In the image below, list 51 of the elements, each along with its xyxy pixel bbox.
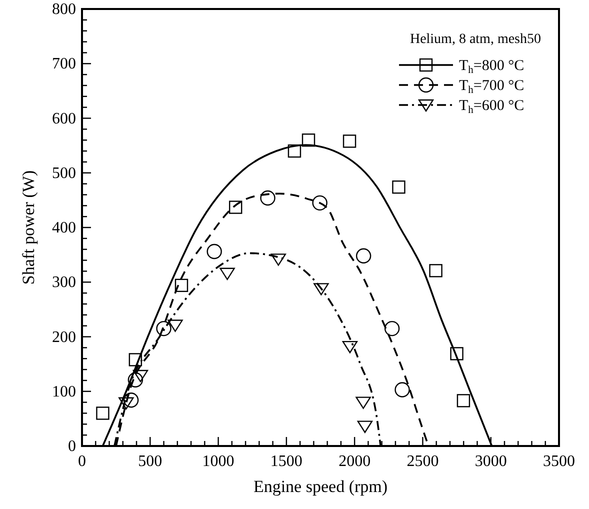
point: [168, 320, 183, 332]
point: [260, 190, 276, 206]
y-tick-label: 700: [52, 56, 76, 73]
y-tick-label: 100: [52, 383, 76, 400]
point: [174, 278, 188, 292]
y-tick-label: 400: [52, 220, 76, 236]
point: [356, 248, 372, 264]
point: [128, 353, 142, 366]
y-tick-label: 200: [52, 328, 76, 346]
legend-label: T$_{h}$=600 °C: [459, 98, 524, 116]
y-tick-label: 800: [52, 1, 76, 18]
point: [302, 134, 316, 147]
x-tick-label: 2500: [406, 453, 439, 470]
point: [206, 244, 222, 260]
point: [128, 372, 144, 388]
legend-label: T$_{h}$=700 °C: [459, 78, 524, 96]
point: [356, 396, 371, 409]
point: [220, 268, 235, 280]
point: [384, 320, 400, 336]
x-tick-label: 2000: [338, 453, 371, 470]
y-tick-label: 300: [52, 274, 76, 292]
point: [312, 195, 328, 211]
point: [450, 347, 464, 360]
point: [456, 394, 470, 408]
y-axis-title: Shaft power (W): [19, 170, 38, 285]
point: [429, 264, 442, 278]
point: [288, 144, 302, 158]
x-tick-label: 3500: [543, 453, 575, 470]
point: [156, 320, 172, 336]
legend-title: Helium, 8 atm, mesh50: [410, 32, 541, 47]
x-tick-label: 500: [138, 453, 162, 470]
point: [228, 200, 242, 214]
point: [342, 134, 356, 148]
y-tick-label: 600: [52, 110, 76, 128]
point: [357, 420, 373, 433]
y-tick-label: 500: [52, 164, 76, 182]
x-axis-title: Engine speed (rpm): [253, 477, 388, 496]
x-tick-label: 1500: [270, 453, 302, 470]
point: [123, 392, 139, 408]
point: [132, 370, 148, 382]
point: [96, 406, 110, 420]
point: [342, 340, 358, 354]
point: [118, 397, 134, 410]
point: [270, 254, 286, 266]
x-tick-label: 1000: [202, 453, 234, 470]
point: [394, 382, 410, 398]
x-tick-label: 3000: [474, 453, 507, 470]
legend-label: T$_{h}$=800 °C: [459, 58, 524, 76]
y-tick-label: 0: [68, 438, 76, 455]
point: [314, 283, 329, 296]
point: [392, 180, 406, 194]
